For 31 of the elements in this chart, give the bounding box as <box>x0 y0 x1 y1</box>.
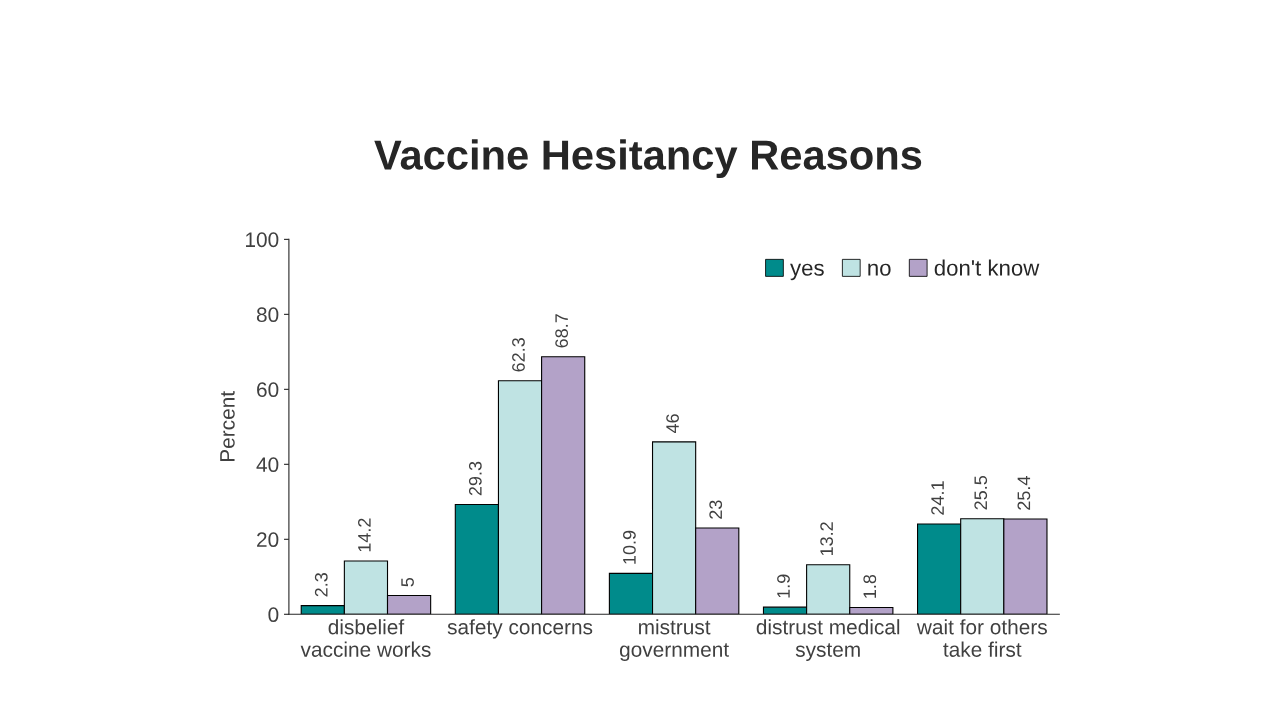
data-label: 10.9 <box>623 530 636 564</box>
data-label: 62.3 <box>512 338 525 372</box>
x-tick-label: wait for others take first <box>916 619 1047 657</box>
data-label: 25.4 <box>1017 476 1031 510</box>
y-tick-label: 80 <box>256 307 279 323</box>
y-tick-label: 100 <box>246 232 279 248</box>
data-label: 68.7 <box>555 314 569 348</box>
data-label: 5 <box>401 577 414 587</box>
data-label: 1.9 <box>777 574 790 598</box>
data-label: 23 <box>709 500 723 519</box>
legend-label: don't know <box>934 259 1040 276</box>
y-tick-label: 0 <box>268 607 279 623</box>
x-tick-label: safety concerns <box>447 619 593 639</box>
data-label: 46 <box>666 414 679 434</box>
data-label: 13.2 <box>820 522 834 556</box>
data-label: 25.5 <box>974 475 988 510</box>
x-tick-label: disbelief vaccine works <box>300 619 431 657</box>
data-label: 29.3 <box>468 461 482 496</box>
x-tick-label: mistrust government <box>619 619 729 662</box>
y-tick-label: 60 <box>257 382 279 398</box>
legend-label: no <box>868 263 891 276</box>
y-tick-label: 20 <box>257 532 279 548</box>
legend-label: yes <box>790 263 824 281</box>
x-tick-label: distrust medical system <box>756 619 900 662</box>
chart-title: Vaccine Hesitancy Reasons <box>374 139 922 179</box>
data-label: 24.1 <box>931 481 944 515</box>
data-label: 1.8 <box>863 574 877 598</box>
y-tick-label: 40 <box>256 457 279 473</box>
y-axis-title: Percent <box>220 391 235 462</box>
data-label: 14.2 <box>358 518 371 552</box>
data-label: 2.3 <box>314 573 328 597</box>
